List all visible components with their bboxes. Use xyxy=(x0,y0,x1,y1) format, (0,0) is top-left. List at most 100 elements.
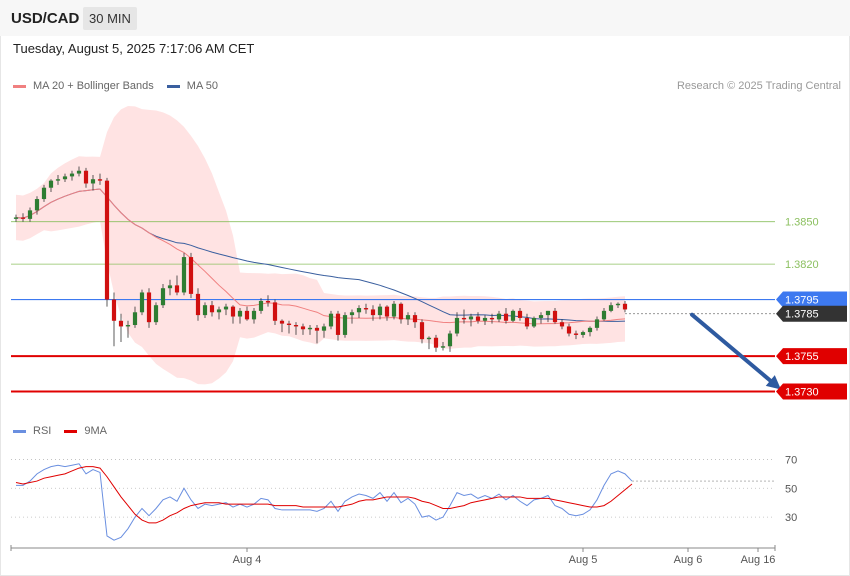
candle xyxy=(153,302,159,326)
candle xyxy=(321,323,327,338)
candle xyxy=(125,320,131,338)
candle xyxy=(174,275,180,296)
candle-body xyxy=(237,310,243,317)
candle xyxy=(447,330,453,352)
candle-body xyxy=(209,305,215,313)
candle-body xyxy=(20,217,26,219)
candle-body xyxy=(594,319,600,328)
candle xyxy=(111,292,117,347)
candle xyxy=(356,305,362,318)
candle-body xyxy=(370,309,376,316)
candle-body xyxy=(475,316,481,321)
symbol-title: USD/CAD xyxy=(11,10,80,27)
candle-body xyxy=(258,300,264,311)
candle-body xyxy=(293,325,299,327)
candle xyxy=(48,179,54,192)
candle-body xyxy=(405,315,411,320)
candle xyxy=(132,306,138,328)
candle-body xyxy=(573,333,579,335)
ma9-legend-swatch xyxy=(64,429,78,433)
header-bar: USD/CAD 30 MIN xyxy=(0,0,850,36)
candle-body xyxy=(552,310,558,323)
candle xyxy=(377,303,383,320)
candle-body xyxy=(111,299,117,321)
candle xyxy=(41,184,47,202)
candle xyxy=(363,303,369,314)
rsi-tick-70: 70 xyxy=(785,454,797,466)
candle xyxy=(27,207,33,222)
ma20-legend-swatch xyxy=(13,84,26,88)
candle-body xyxy=(412,315,418,323)
rsi-tick-50: 50 xyxy=(785,483,797,495)
ma50-legend-swatch xyxy=(166,84,180,88)
ma20-legend-label: MA 20 + Bollinger Bands xyxy=(33,80,154,92)
candle-body xyxy=(566,326,572,334)
candle xyxy=(97,173,103,185)
candle-body xyxy=(468,316,474,320)
candle xyxy=(468,313,474,327)
candle xyxy=(20,213,26,222)
candle-body xyxy=(580,332,586,335)
timeframe-button[interactable]: 30 MIN xyxy=(83,7,137,30)
candle xyxy=(265,295,271,307)
candle-body xyxy=(125,325,131,327)
level-label-1-3795: 1.3795 xyxy=(785,295,819,307)
ma20-line xyxy=(15,188,626,325)
candle-body xyxy=(160,288,166,306)
candle-body xyxy=(601,310,607,320)
candle xyxy=(475,312,481,324)
rsi-legend-swatch xyxy=(13,429,26,433)
candle xyxy=(433,334,439,352)
candle-body xyxy=(139,292,145,313)
candle-body xyxy=(538,315,544,318)
candle xyxy=(538,312,544,324)
candle xyxy=(552,308,558,324)
candle-body xyxy=(622,303,628,310)
candle xyxy=(202,302,208,318)
candle-body xyxy=(265,300,271,303)
candle-body xyxy=(349,312,355,316)
candle xyxy=(286,320,292,334)
candle xyxy=(237,308,243,324)
candle xyxy=(587,326,593,337)
candle-body xyxy=(174,285,180,293)
candle xyxy=(223,303,229,316)
candle-body xyxy=(510,310,516,321)
candle-body xyxy=(384,306,390,317)
candle-body xyxy=(118,320,124,327)
candle-body xyxy=(188,257,194,294)
candle-body xyxy=(34,199,40,211)
level-label-1-3820: 1.3820 xyxy=(785,259,819,271)
candle xyxy=(384,305,390,321)
candle-body xyxy=(132,312,138,326)
candle xyxy=(188,252,194,299)
candle-body xyxy=(447,333,453,347)
candle xyxy=(573,330,579,340)
candle xyxy=(55,174,61,185)
candle xyxy=(405,312,411,326)
ma50-legend-label: MA 50 xyxy=(186,80,218,92)
candle xyxy=(69,170,75,181)
candle xyxy=(440,342,446,351)
candle-body xyxy=(391,303,397,317)
candle-body xyxy=(489,317,495,320)
candle xyxy=(90,174,96,191)
candle xyxy=(104,177,110,307)
candle xyxy=(461,309,467,324)
candle-body xyxy=(524,317,530,327)
candle xyxy=(496,310,502,323)
rsi-tick-30: 30 xyxy=(785,512,797,524)
candle-body xyxy=(202,305,208,316)
candle-body xyxy=(167,285,173,289)
candle-body xyxy=(300,326,306,330)
candle xyxy=(531,316,537,328)
candle xyxy=(328,310,334,330)
x-tick-label: Aug 6 xyxy=(674,554,703,566)
candle xyxy=(160,283,166,309)
candle-body xyxy=(272,302,278,321)
candle xyxy=(482,315,488,326)
candle-body xyxy=(62,176,68,180)
candle xyxy=(503,308,509,324)
candle-body xyxy=(307,327,313,330)
